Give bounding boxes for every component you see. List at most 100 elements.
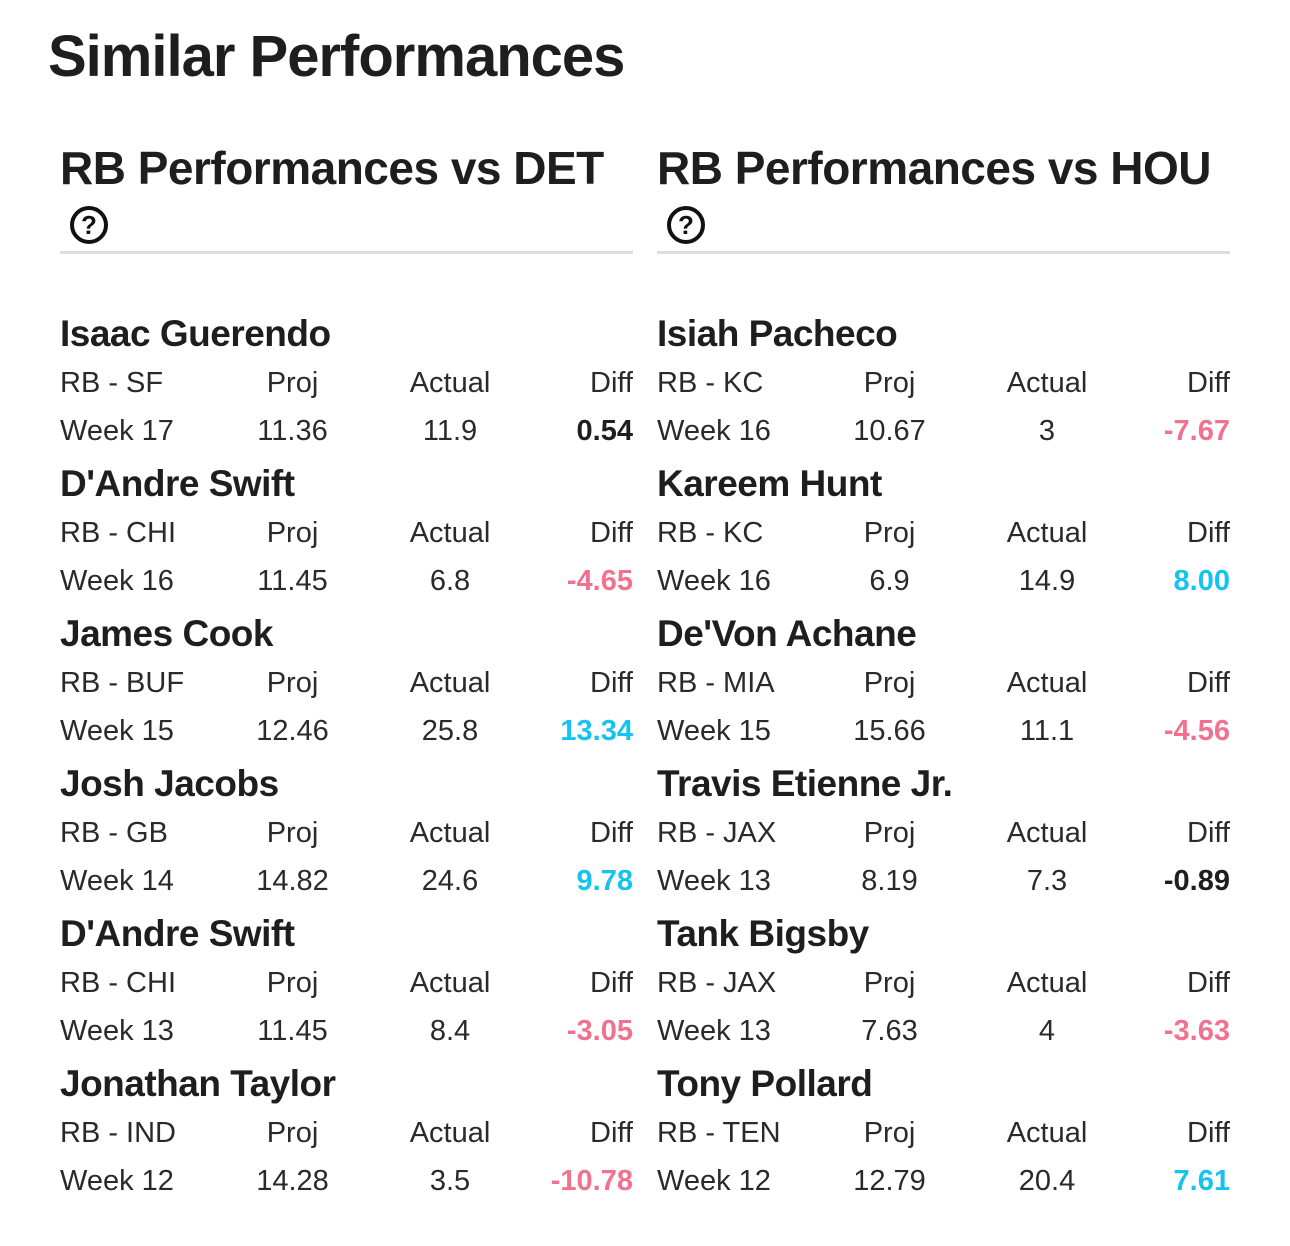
player-card: Jonathan Taylor RB - IND Proj Actual Dif…	[60, 1060, 633, 1210]
stat-value-row: Week 15 12.46 25.8 13.34	[60, 713, 633, 749]
week-label: Week 15	[657, 715, 771, 747]
actual-value: 20.4	[1018, 1165, 1076, 1197]
proj-header: Proj	[266, 817, 319, 849]
position-team: RB - CHI	[60, 967, 176, 999]
player-list: Isaac Guerendo RB - SF Proj Actual Diff …	[60, 310, 633, 1210]
player-name[interactable]: D'Andre Swift	[60, 913, 295, 954]
position-team: RB - CHI	[60, 517, 176, 549]
stat-value-row: Week 13 11.45 8.4 -3.05	[60, 1013, 633, 1049]
stat-header-row: RB - KC Proj Actual Diff	[657, 365, 1230, 401]
section-header: RB Performances vs DET ?	[60, 138, 633, 254]
player-name[interactable]: Travis Etienne Jr.	[657, 763, 953, 804]
player-name[interactable]: D'Andre Swift	[60, 463, 295, 504]
week-label: Week 12	[60, 1165, 174, 1197]
stat-value-row: Week 13 8.19 7.3 -0.89	[657, 863, 1230, 899]
player-card: James Cook RB - BUF Proj Actual Diff Wee…	[60, 610, 633, 760]
stat-value-row: Week 16 11.45 6.8 -4.65	[60, 563, 633, 599]
stat-header-row: RB - BUF Proj Actual Diff	[60, 665, 633, 701]
question-circle-icon[interactable]: ?	[667, 206, 705, 244]
proj-value: 7.63	[861, 1015, 918, 1047]
position-team: RB - SF	[60, 367, 164, 399]
actual-value: 11.1	[1019, 715, 1075, 747]
stat-header-row: RB - GB Proj Actual Diff	[60, 815, 633, 851]
stat-value-row: Week 13 7.63 4 -3.63	[657, 1013, 1230, 1049]
diff-value: 9.78	[576, 865, 633, 897]
actual-header: Actual	[409, 517, 491, 549]
diff-header: Diff	[590, 817, 633, 849]
stat-value-row: Week 15 15.66 11.1 -4.56	[657, 713, 1230, 749]
actual-header: Actual	[409, 1117, 491, 1149]
stat-header-row: RB - CHI Proj Actual Diff	[60, 965, 633, 1001]
proj-value: 12.79	[853, 1165, 926, 1197]
position-team: RB - BUF	[60, 667, 185, 699]
diff-value: 8.00	[1173, 565, 1230, 597]
proj-value: 11.45	[257, 565, 328, 597]
diff-header: Diff	[1187, 967, 1230, 999]
actual-value: 6.8	[429, 565, 471, 597]
week-label: Week 13	[60, 1015, 174, 1047]
player-name[interactable]: Tank Bigsby	[657, 913, 869, 954]
player-name[interactable]: James Cook	[60, 613, 274, 654]
actual-value: 25.8	[421, 715, 479, 747]
position-team: RB - GB	[60, 817, 168, 849]
actual-header: Actual	[1006, 1117, 1088, 1149]
player-name[interactable]: Isiah Pacheco	[657, 313, 898, 354]
player-name[interactable]: Josh Jacobs	[60, 763, 279, 804]
player-name[interactable]: De'Von Achane	[657, 613, 917, 654]
actual-value: 11.9	[422, 415, 478, 447]
actual-value: 14.9	[1018, 565, 1076, 597]
actual-header: Actual	[409, 817, 491, 849]
week-label: Week 16	[657, 415, 771, 447]
proj-header: Proj	[266, 667, 319, 699]
stat-value-row: Week 14 14.82 24.6 9.78	[60, 863, 633, 899]
proj-header: Proj	[266, 517, 319, 549]
diff-value: -3.05	[566, 1015, 633, 1047]
actual-value: 4	[1038, 1015, 1056, 1047]
proj-value: 11.45	[257, 1015, 328, 1047]
diff-header: Diff	[1187, 517, 1230, 549]
proj-value: 14.28	[256, 1165, 329, 1197]
proj-value: 14.82	[256, 865, 329, 897]
week-label: Week 16	[60, 565, 174, 597]
player-name[interactable]: Tony Pollard	[657, 1063, 873, 1104]
stat-value-row: Week 12 12.79 20.4 7.61	[657, 1163, 1230, 1199]
stat-header-row: RB - KC Proj Actual Diff	[657, 515, 1230, 551]
position-team: RB - KC	[657, 367, 764, 399]
performances-column-hou: RB Performances vs HOU ? Isiah Pacheco R…	[657, 138, 1230, 1197]
proj-value: 6.9	[869, 565, 910, 597]
question-circle-icon[interactable]: ?	[70, 206, 108, 244]
diff-header: Diff	[590, 367, 633, 399]
position-team: RB - TEN	[657, 1117, 781, 1149]
position-team: RB - KC	[657, 517, 764, 549]
actual-header: Actual	[1006, 517, 1088, 549]
position-team: RB - IND	[60, 1117, 176, 1149]
proj-value: 15.66	[853, 715, 926, 747]
stat-header-row: RB - TEN Proj Actual Diff	[657, 1115, 1230, 1151]
section-title: RB Performances vs DET	[60, 142, 604, 194]
diff-header: Diff	[1187, 1117, 1230, 1149]
player-name[interactable]: Kareem Hunt	[657, 463, 882, 504]
actual-header: Actual	[1006, 367, 1088, 399]
diff-header: Diff	[1187, 367, 1230, 399]
player-name[interactable]: Isaac Guerendo	[60, 313, 331, 354]
actual-header: Actual	[409, 667, 491, 699]
diff-header: Diff	[590, 967, 633, 999]
proj-value: 11.36	[257, 415, 328, 447]
week-label: Week 14	[60, 865, 174, 897]
proj-header: Proj	[863, 517, 916, 549]
page-title: Similar Performances	[48, 24, 625, 89]
stat-value-row: Week 16 10.67 3 -7.67	[657, 413, 1230, 449]
section-title: RB Performances vs HOU	[657, 142, 1211, 194]
proj-value: 10.67	[853, 415, 926, 447]
player-name[interactable]: Jonathan Taylor	[60, 1063, 336, 1104]
week-label: Week 13	[657, 865, 771, 897]
proj-header: Proj	[266, 1117, 319, 1149]
position-team: RB - JAX	[657, 817, 777, 849]
player-list: Isiah Pacheco RB - KC Proj Actual Diff W…	[657, 310, 1230, 1210]
diff-value: 0.54	[576, 415, 633, 447]
actual-header: Actual	[409, 967, 491, 999]
stat-header-row: RB - IND Proj Actual Diff	[60, 1115, 633, 1151]
proj-header: Proj	[266, 967, 319, 999]
player-card: Tony Pollard RB - TEN Proj Actual Diff W…	[657, 1060, 1230, 1210]
diff-value: -4.56	[1163, 715, 1230, 747]
